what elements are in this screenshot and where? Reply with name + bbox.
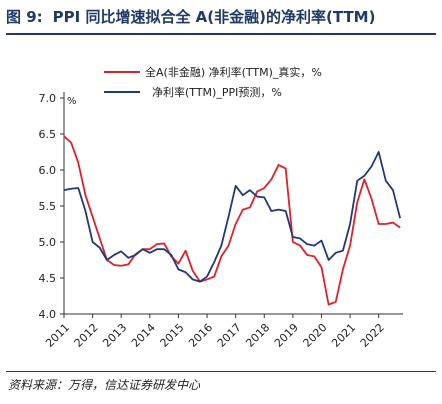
x-tick-label: 2015 xyxy=(158,321,187,350)
net-margin-actual-line xyxy=(63,135,401,306)
x-tick-label: 2012 xyxy=(72,321,101,350)
ppi-predicted-line xyxy=(63,151,402,283)
y-tick-label: 4.0 xyxy=(39,308,57,321)
y-tick-label: 5.5 xyxy=(39,200,57,213)
figure-title: 图 9: PPI 同比增速拟合全 A(非金融)的净利率(TTM) xyxy=(6,6,436,30)
x-tick-label: 2014 xyxy=(129,321,158,350)
y-tick-label: 6.0 xyxy=(39,164,57,177)
source-note: 资料来源：万得，信达证券研发中心 xyxy=(8,378,201,392)
x-tick-label: 2017 xyxy=(215,321,244,350)
x-tick-label: 2022 xyxy=(358,321,387,350)
x-tick-label: 2020 xyxy=(301,321,330,350)
x-tick-label: 2013 xyxy=(100,321,129,350)
footer-rule xyxy=(6,371,436,372)
x-tick-label: 2018 xyxy=(243,321,272,350)
y-tick-label: 5.0 xyxy=(39,236,57,249)
line-chart: 4.04.55.05.56.06.57.0 %2011 2012 2013 2014 20… xyxy=(39,65,403,350)
x-tick-label: 2011 xyxy=(43,321,72,350)
chart-legend: 全A(非金融) 净利率(TTM)_真实，% 净利率(TTM)_PPI预测，% xyxy=(104,65,322,99)
legend-label-actual: 全A(非金融) 净利率(TTM)_真实，% xyxy=(145,65,322,79)
y-unit-label: % xyxy=(67,96,77,107)
x-tick-label: 2019 xyxy=(272,321,301,350)
y-tick-label: 4.5 xyxy=(39,272,57,285)
figure-number: 图 9: xyxy=(6,8,43,26)
title-rule xyxy=(6,33,436,35)
y-tick-label: 6.5 xyxy=(39,128,57,141)
y-tick-label: 7.0 xyxy=(39,92,57,105)
x-tick-label: 2016 xyxy=(186,321,215,350)
figure-title-text: PPI 同比增速拟合全 A(非金融)的净利率(TTM) xyxy=(52,8,376,26)
chart-series xyxy=(63,135,402,306)
x-tick-label: 2021 xyxy=(329,321,358,350)
legend-label-ppi: 净利率(TTM)_PPI预测，% xyxy=(152,85,282,99)
